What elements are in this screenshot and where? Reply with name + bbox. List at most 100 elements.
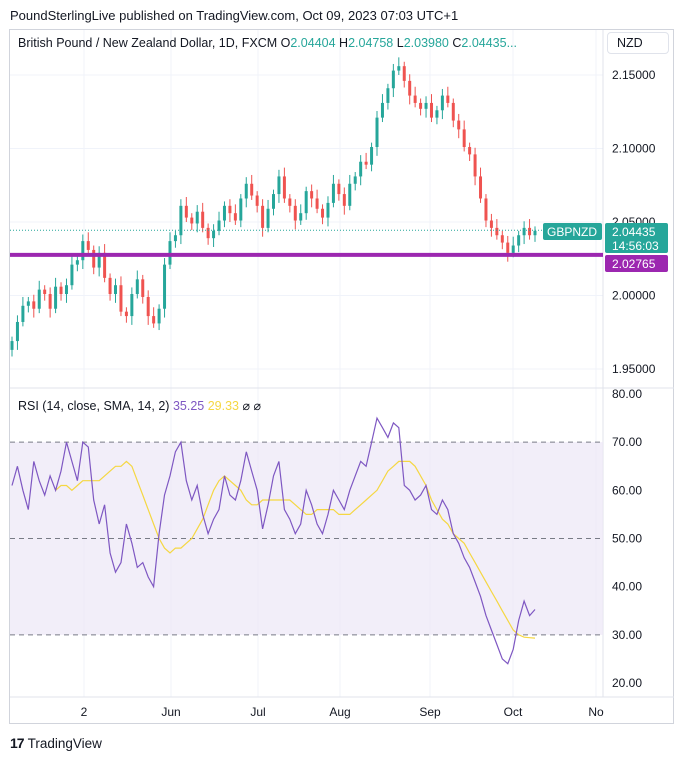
candle-body xyxy=(146,296,150,317)
candle-body xyxy=(10,341,14,350)
rsi-tick-label: 30.00 xyxy=(612,628,642,642)
candle-body xyxy=(533,230,537,236)
candle-body xyxy=(141,279,145,297)
time-tick-label: Jul xyxy=(250,705,265,719)
candle-body xyxy=(495,227,499,236)
candle-body xyxy=(310,191,314,199)
rsi-axis: 80.00 70.00 60.00 50.00 40.00 30.00 20.00 xyxy=(612,387,642,690)
rsi-sma-line xyxy=(55,460,536,639)
candle-body xyxy=(522,227,526,236)
candle-body xyxy=(81,241,85,261)
low-value: 2.03980 xyxy=(403,36,449,50)
price-tick-label: 2.00000 xyxy=(612,289,656,303)
candle-body xyxy=(75,260,79,265)
candle-body xyxy=(413,95,417,103)
last-price-text: 2.04435 xyxy=(612,225,656,239)
candle-body xyxy=(315,198,319,209)
candle-body xyxy=(462,129,466,148)
candle-body xyxy=(451,102,455,121)
high-label: H xyxy=(339,36,349,50)
candle-body xyxy=(97,252,101,268)
tradingview-brand-text: TradingView xyxy=(27,735,102,751)
rsi-label: RSI (14, close, SMA, 14, 2) xyxy=(18,399,170,413)
candle-body xyxy=(201,211,205,228)
candle-body xyxy=(304,191,308,214)
candle-body xyxy=(479,176,483,199)
candle-body xyxy=(272,194,275,209)
candle-body xyxy=(250,183,254,196)
candle-body xyxy=(59,286,63,295)
rsi-hidden-icons[interactable]: ⌀ ⌀ xyxy=(242,399,261,413)
candle-body xyxy=(130,294,134,317)
candle-body xyxy=(408,80,412,96)
candle-body xyxy=(64,285,68,295)
candle-body xyxy=(157,308,161,324)
price-tick-label: 1.95000 xyxy=(612,362,656,376)
rsi-tick-label: 50.00 xyxy=(612,532,642,546)
footer-brand[interactable]: 17 TradingView xyxy=(10,735,102,751)
candle-body xyxy=(380,102,384,118)
candle-body xyxy=(299,213,303,221)
symbol-name: British Pound / New Zealand Dollar, 1D, … xyxy=(18,36,278,50)
candle-body xyxy=(48,294,52,309)
candles xyxy=(10,57,537,357)
candle-body xyxy=(239,198,243,221)
candle-body xyxy=(359,161,363,177)
price-tick-label: 2.15000 xyxy=(612,68,656,82)
candle-body xyxy=(222,205,226,221)
candle-body xyxy=(468,147,472,155)
time-tick-label: Aug xyxy=(329,705,350,719)
candle-body xyxy=(108,277,112,295)
candle-body xyxy=(517,235,521,246)
candle-body xyxy=(500,235,504,243)
rsi-tick-label: 20.00 xyxy=(612,676,642,690)
candle-body xyxy=(86,241,90,250)
candle-body xyxy=(402,66,406,81)
candle-body xyxy=(179,205,183,236)
time-axis: 2 Jun Jul Aug Sep Oct No xyxy=(81,705,604,719)
rsi-line xyxy=(11,416,536,665)
rsi-legend: RSI (14, close, SMA, 14, 2) 35.25 29.33 … xyxy=(18,398,261,413)
candle-body xyxy=(114,285,118,295)
time-tick-label: No xyxy=(588,705,604,719)
candle-body xyxy=(255,195,259,206)
time-tick-label: 2 xyxy=(81,705,88,719)
candle-body xyxy=(446,95,450,103)
publish-header: PoundSterlingLive published on TradingVi… xyxy=(10,8,459,23)
candle-body xyxy=(233,213,237,221)
candle-body xyxy=(386,88,390,103)
open-label: O xyxy=(280,36,291,50)
price-tick-label: 2.10000 xyxy=(612,142,656,156)
symbol-tag-text: GBPNZD xyxy=(547,225,597,239)
candle-body xyxy=(326,202,330,218)
candle-body xyxy=(277,176,281,195)
candle-body xyxy=(37,289,41,309)
last-price-tag: 2.04435 14:56:03 xyxy=(605,223,668,253)
candle-body xyxy=(457,120,461,130)
time-tick-label: Sep xyxy=(419,705,441,719)
time-tick-label: Jun xyxy=(161,705,180,719)
rsi-value: 35.25 xyxy=(172,399,205,413)
candle-body xyxy=(26,301,30,306)
candle-body xyxy=(419,102,423,109)
candle-body xyxy=(184,205,188,218)
candle-body xyxy=(217,220,221,231)
close-label: C xyxy=(452,36,462,50)
candle-body xyxy=(321,208,325,218)
low-label: L xyxy=(396,36,404,50)
candle-body xyxy=(244,183,248,199)
candle-body xyxy=(92,249,96,268)
open-value: 2.04404 xyxy=(290,36,336,50)
candle-body xyxy=(282,176,286,199)
currency-button[interactable]: NZD xyxy=(607,32,669,54)
chart-frame xyxy=(9,29,674,724)
candle-body xyxy=(43,289,47,295)
support-tag-text: 2.02765 xyxy=(612,257,656,271)
candle-body xyxy=(391,70,395,89)
candle-body xyxy=(212,230,216,239)
candle-body xyxy=(163,264,167,309)
support-tag: 2.02765 xyxy=(605,255,668,272)
rsi-tick-label: 80.00 xyxy=(612,387,642,401)
